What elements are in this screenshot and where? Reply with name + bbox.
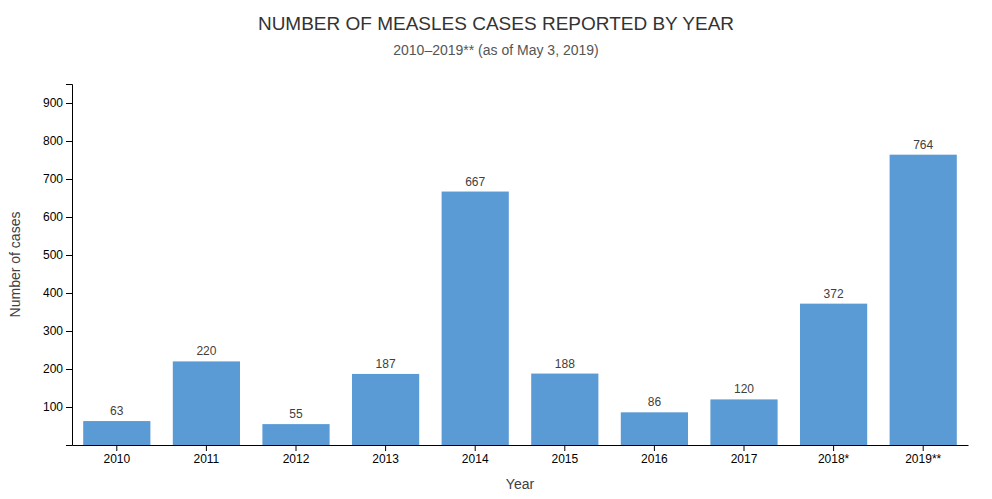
- x-tick-mark: [833, 445, 834, 451]
- plot: 1002003004005006007008009002010201120122…: [7, 85, 969, 493]
- y-tick-mark: [66, 103, 72, 104]
- x-tick-label: 2012: [283, 452, 310, 466]
- x-tick-mark: [385, 445, 386, 451]
- bar: [890, 155, 957, 445]
- x-tick: 2017: [731, 445, 758, 466]
- y-tick: 600: [43, 210, 72, 224]
- x-tick-mark: [206, 445, 207, 451]
- x-axis: 2010 2011 2012 2013 2014 2015 2016 2017 2018* 201…: [73, 445, 969, 466]
- x-tick-mark: [116, 445, 117, 451]
- subtitle: 2010–2019** (as of May 3, 2019): [393, 42, 598, 58]
- x-tick: 2019**: [905, 445, 941, 466]
- y-tick: 100: [43, 400, 72, 414]
- y-tick-mark: [66, 407, 72, 408]
- x-tick: 2010: [103, 445, 130, 466]
- y-tick: 300: [43, 324, 72, 338]
- x-tick-mark: [475, 445, 476, 451]
- x-tick: 2012: [283, 445, 310, 466]
- data-label: 187: [376, 357, 396, 371]
- x-tick: 2013: [372, 445, 399, 466]
- y-axis: 100 200 300 400 500 600 700 800 900: [43, 85, 73, 446]
- data-label: 120: [734, 382, 754, 396]
- y-tick-mark: [66, 369, 72, 370]
- bar: [710, 399, 777, 445]
- y-tick: 700: [43, 172, 72, 186]
- y-tick-label: 200: [43, 362, 63, 376]
- data-label: 667: [465, 175, 485, 189]
- x-tick-label: 2015: [551, 452, 578, 466]
- x-tick: 2016: [641, 445, 668, 466]
- data-label: 764: [913, 138, 933, 152]
- x-tick-mark: [654, 445, 655, 451]
- y-tick-mark: [66, 331, 72, 332]
- bar: [442, 192, 509, 445]
- y-tick-label: 800: [43, 134, 63, 148]
- y-tick-mark: [66, 217, 72, 218]
- y-tick: 900: [43, 96, 72, 110]
- x-tick-label: 2014: [462, 452, 489, 466]
- bars: [83, 155, 957, 445]
- y-tick-label: 700: [43, 172, 63, 186]
- x-tick-label: 2013: [372, 452, 399, 466]
- bar: [531, 374, 598, 445]
- x-tick: 2014: [462, 445, 489, 466]
- y-tick-label: 500: [43, 248, 63, 262]
- bar: [352, 374, 419, 445]
- y-tick-mark: [66, 179, 72, 180]
- y-tick: 200: [43, 362, 72, 376]
- x-tick: 2011: [193, 445, 219, 466]
- y-axis-title: Number of cases: [7, 212, 23, 318]
- bar: [621, 412, 688, 445]
- data-label: 63: [110, 404, 124, 418]
- y-tick-mark: [66, 141, 72, 142]
- x-tick-label: 2011: [193, 452, 219, 466]
- chart: NUMBER OF MEASLES CASES REPORTED BY YEAR…: [0, 0, 992, 499]
- x-tick-label: 2018*: [818, 452, 850, 466]
- bar: [173, 361, 240, 445]
- bar: [800, 304, 867, 445]
- x-tick-mark: [923, 445, 924, 451]
- data-label: 86: [648, 395, 662, 409]
- y-tick-label: 400: [43, 286, 63, 300]
- x-tick: 2015: [551, 445, 578, 466]
- data-label: 220: [196, 344, 216, 358]
- x-tick-label: 2019**: [905, 452, 941, 466]
- data-labels: 63 220 55 187 667 188 86 120 372 764: [110, 138, 933, 421]
- y-tick: 400: [43, 286, 72, 300]
- x-tick: 2018*: [818, 445, 850, 466]
- x-tick-label: 2010: [103, 452, 130, 466]
- y-tick-label: 300: [43, 324, 63, 338]
- data-label: 188: [555, 357, 575, 371]
- y-tick: 500: [43, 248, 72, 262]
- x-tick-label: 2017: [731, 452, 758, 466]
- y-tick-label: 100: [43, 400, 63, 414]
- y-tick: 800: [43, 134, 72, 148]
- x-axis-title: Year: [506, 476, 535, 492]
- y-tick-mark: [66, 255, 72, 256]
- y-tick-mark: [66, 293, 72, 294]
- title: NUMBER OF MEASLES CASES REPORTED BY YEAR: [258, 13, 734, 34]
- x-tick-mark: [744, 445, 745, 451]
- x-tick-mark: [296, 445, 297, 451]
- x-tick-label: 2016: [641, 452, 668, 466]
- y-axis-line: [66, 85, 73, 446]
- x-tick-mark: [564, 445, 565, 451]
- y-tick-label: 600: [43, 210, 63, 224]
- bar: [83, 421, 150, 445]
- y-tick-label: 900: [43, 96, 63, 110]
- data-label: 55: [289, 407, 303, 421]
- data-label: 372: [824, 287, 844, 301]
- bar: [262, 424, 329, 445]
